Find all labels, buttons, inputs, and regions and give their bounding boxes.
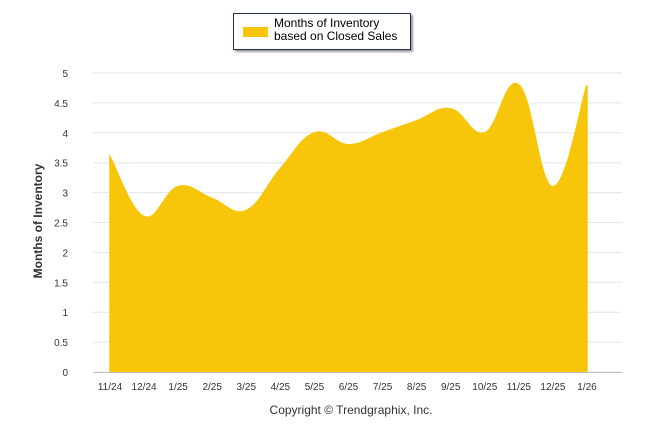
legend[interactable]: Months of Inventory based on Closed Sale… (233, 13, 411, 50)
x-tick-label: 6/25 (339, 382, 359, 393)
x-tick-label: 11/24 (98, 382, 123, 393)
y-tick-label: 0.5 (54, 338, 68, 349)
y-tick-label: 1.5 (54, 278, 68, 289)
x-tick-label: 8/25 (407, 382, 427, 393)
y-tick-label: 4.5 (54, 99, 68, 110)
y-tick-label: 3.5 (54, 159, 68, 170)
x-tick-label: 12/25 (540, 382, 565, 393)
x-tick-label: 1/25 (168, 382, 188, 393)
x-tick-label: 9/25 (441, 382, 461, 393)
y-tick-label: 3 (62, 189, 68, 200)
y-tick-label: 2.5 (54, 219, 68, 230)
area-series (109, 82, 588, 373)
x-tick-label: 10/25 (472, 382, 497, 393)
y-tick-label: 1 (62, 308, 68, 319)
x-tick-label: 2/25 (202, 382, 222, 393)
y-axis-title: Months of Inventory (31, 163, 45, 279)
x-tick-label: 4/25 (271, 382, 291, 393)
x-tick-label: 5/25 (305, 382, 325, 393)
y-tick-label: 0 (62, 368, 68, 379)
y-tick-label: 2 (62, 248, 68, 259)
y-tick-label: 4 (62, 129, 68, 140)
y-tick-label: 5 (62, 69, 68, 80)
x-tick-label: 3/25 (237, 382, 257, 393)
x-tick-label: 12/24 (132, 382, 157, 393)
x-tick-label: 7/25 (373, 382, 393, 393)
x-tick-label: 1/26 (577, 382, 597, 393)
legend-label: Months of Inventory based on Closed Sale… (274, 16, 398, 43)
copyright-credit: Copyright © Trendgraphix, Inc. (269, 403, 433, 417)
x-tick-label: 11/25 (507, 382, 532, 393)
legend-swatch (243, 27, 268, 37)
